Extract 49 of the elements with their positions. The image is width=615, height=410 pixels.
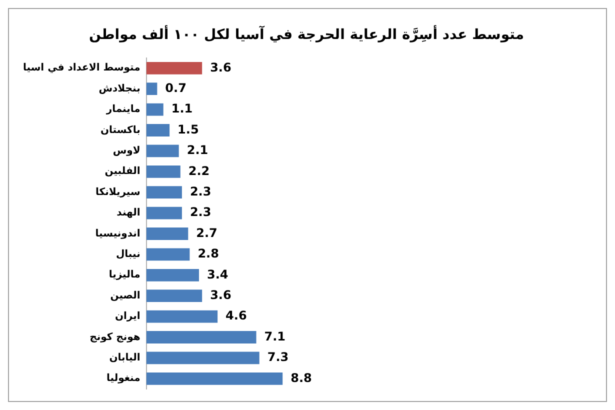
y-tick-label: ماليزيا: [108, 270, 140, 281]
y-tick-label: اندونيسيا: [95, 228, 140, 240]
data-label: 3.4: [206, 267, 228, 282]
data-label: 8.8: [290, 370, 312, 385]
bar: [146, 103, 164, 116]
y-tick-label: هونج كونج: [90, 332, 140, 343]
data-label: 2.7: [196, 226, 218, 240]
data-label: 0.7: [165, 80, 186, 95]
bar: [146, 62, 202, 74]
y-tick-label: نيبال: [116, 249, 140, 260]
bar: [146, 331, 256, 344]
bar: [146, 290, 202, 302]
y-tick-label: لاوس: [112, 146, 140, 157]
bar: [146, 206, 182, 220]
y-tick-label: ايران: [114, 311, 140, 322]
data-label: 1.5: [178, 122, 199, 136]
y-tick-label: الهند: [116, 208, 140, 219]
bar: [146, 310, 218, 323]
bar: [146, 228, 188, 240]
y-tick-label: بنجلادش: [98, 83, 140, 94]
chart-title: متوسط عدد أسِرَّة الرعاية الحرجة في آسيا لكل ١٠٠ ألف مواطن: [89, 25, 524, 44]
data-label: 1.1: [171, 102, 193, 116]
bar: [146, 372, 283, 385]
data-label: 4.6: [226, 308, 247, 323]
bar: [146, 248, 190, 261]
data-label: 2.2: [188, 164, 210, 178]
y-tick-label: ماينمار: [105, 104, 140, 116]
data-label: 2.8: [198, 246, 219, 261]
bar: [146, 165, 180, 178]
data-label: 2.3: [190, 184, 212, 198]
data-label: 3.6: [210, 60, 232, 74]
y-tick-label: منغوليا: [106, 373, 140, 384]
y-tick-label: سيريلانكا: [96, 186, 140, 198]
bar: [146, 352, 260, 364]
y-tick-label: الفلبين: [104, 166, 140, 178]
data-label: 2.3: [190, 205, 212, 220]
bar: [146, 82, 158, 96]
y-tick-label: باكستان: [100, 124, 140, 136]
bar: [146, 186, 182, 199]
y-tick-label: الصين: [110, 290, 140, 302]
bar: [146, 144, 179, 158]
bar: [146, 124, 170, 136]
data-label: 7.1: [264, 329, 286, 344]
data-label: 3.6: [210, 288, 232, 302]
data-label: 2.1: [186, 143, 208, 158]
y-tick-label: متوسط الاعداد في اسيا: [22, 62, 140, 74]
y-tick-label: اليابان: [109, 352, 140, 364]
bar: [146, 268, 199, 282]
data-label: 7.3: [267, 350, 289, 364]
